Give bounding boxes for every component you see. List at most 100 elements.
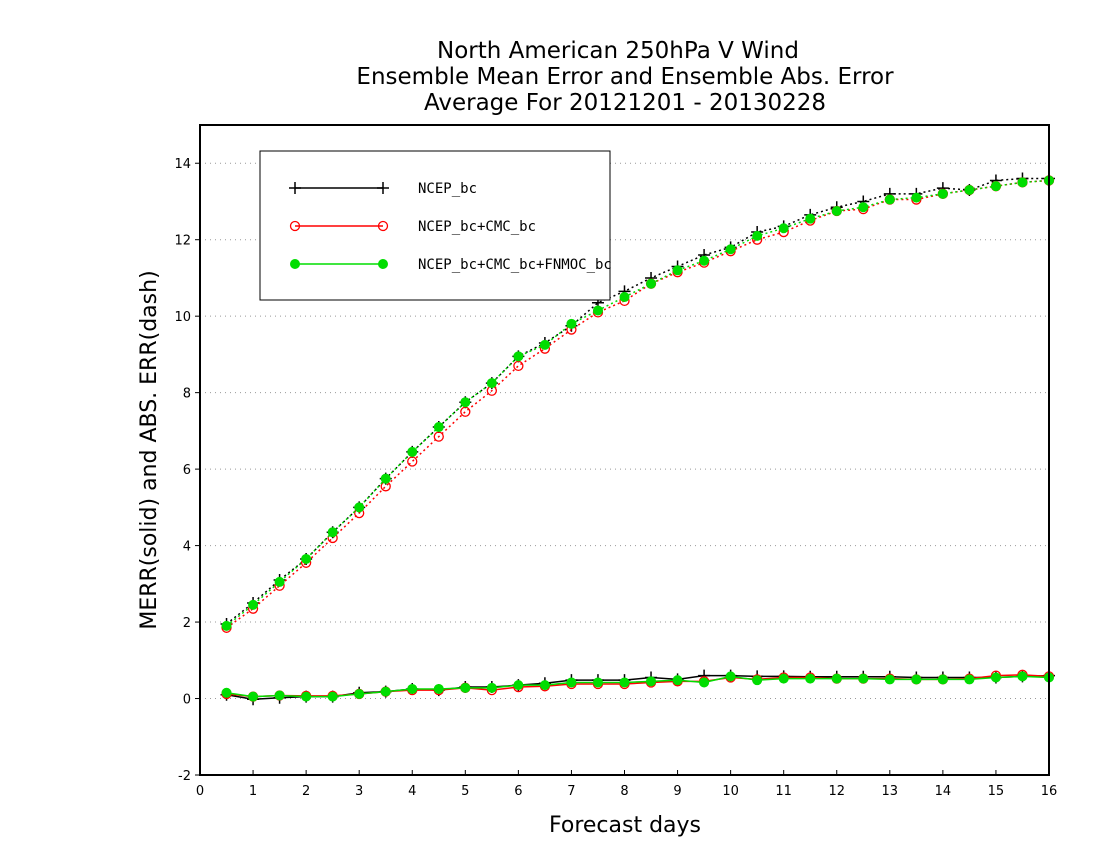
abs-err-point-marker [566,318,577,329]
mean-err-point-marker [274,690,285,701]
mean-err-point-marker [990,672,1001,683]
x-tick-label: 5 [461,784,469,799]
abs-err-point-marker [911,192,922,203]
mean-err-point-marker [646,676,657,687]
abs-err-point-marker [1017,177,1028,188]
mean-err-point-marker [778,673,789,684]
abs-err-point-marker [831,206,842,217]
mean-err-point-marker [327,691,338,702]
mean-err-point-marker [380,686,391,697]
mean-err-point-marker [486,682,497,693]
abs-err-point-marker [752,230,763,241]
y-tick-label: 0 [183,693,191,708]
x-tick-label: 14 [935,784,952,799]
abs-err-point-marker [937,188,948,199]
legend-item: NCEP_bc+CMC_bc [289,219,536,235]
abs-err-point-marker [327,527,338,538]
x-tick-label: 12 [828,784,845,799]
chart-title-line-2: Ensemble Mean Error and Ensemble Abs. Er… [356,64,894,90]
y-tick-label: -2 [178,769,191,784]
abs-err-point-marker [672,265,683,276]
y-tick-label: 10 [174,310,191,325]
abs-err-point-marker [725,244,736,255]
x-axis-label: Forecast days [549,813,701,838]
x-tick-label: 3 [355,784,363,799]
legend-label: NCEP_bc [418,181,477,197]
mean-err-point-marker [354,688,365,699]
x-tick-label: 16 [1041,784,1058,799]
legend-label: NCEP_bc+CMC_bc [418,219,536,235]
mean-err-point-marker [911,674,922,685]
abs-err-point-marker [407,446,418,457]
x-tick-label: 13 [882,784,899,799]
mean-err-point-marker [752,675,763,686]
legend-marker [289,220,301,232]
abs-err-point-marker [433,422,444,433]
abs-err-point-marker [486,378,497,389]
legend-marker [289,182,301,194]
x-tick-label: 6 [514,784,522,799]
mean-err-point-marker [725,671,736,682]
x-tick-label: 15 [988,784,1005,799]
mean-err-point-marker [407,683,418,694]
mean-err-point-marker [221,687,232,698]
abs-err-point-marker [221,620,232,631]
series-layer [220,172,1055,706]
abs-err-point-marker [380,473,391,484]
abs-err-point-marker [778,223,789,234]
legend-label: NCEP_bc+CMC_bc+FNMOC_bc [418,257,612,273]
abs-err-point-marker [646,278,657,289]
abs-err-point-marker [699,255,710,266]
abs-err-point-marker [805,213,816,224]
legend-item: NCEP_bc [289,181,477,197]
abs-err-point-marker [513,360,524,372]
series-2 [221,175,1054,702]
mean-err-point-marker [672,675,683,686]
mean-err-point-marker [539,680,550,691]
chart-title-line-1: North American 250hPa V Wind [437,38,799,64]
y-tick-label: 6 [183,463,191,478]
y-tick-label: 4 [183,540,191,555]
mean-err-point-marker [858,673,869,684]
x-tick-label: 4 [408,784,416,799]
abs-err-point-marker [274,576,285,587]
abs-err-point-marker [433,431,444,442]
legend-marker [377,220,389,232]
mean-err-point-marker [619,677,630,688]
legend: NCEP_bc NCEP_bc+CMC_bc NCEP_bc+CMC_bc+FNMO… [259,150,612,301]
mean-err-point-marker [513,680,524,691]
legend-items: NCEP_bc NCEP_bc+CMC_bc NCEP_bc+CMC_bc+FNMO… [289,181,612,273]
abs-err-point-marker [539,339,550,350]
mean-err-point-marker [884,674,895,685]
x-tick-label: 1 [249,784,257,799]
x-tick-label: 9 [673,784,681,799]
mean-err-point-marker [805,673,816,684]
y-axis-label: MERR(solid) and ABS. ERR(dash) [137,270,162,629]
x-tick-label: 11 [775,784,792,799]
x-tick-label: 2 [302,784,310,799]
abs-err-point-marker [619,292,630,303]
abs-err-point-marker [354,502,365,513]
abs-err-point-marker [407,456,418,467]
x-tick-label: 10 [722,784,739,799]
legend-marker [377,182,389,194]
abs-err-point-marker [513,351,524,362]
mean-err-point-marker [248,691,259,702]
legend-item: NCEP_bc+CMC_bc+FNMOC_bc [290,257,612,273]
mean-err-point-marker [831,673,842,684]
abs-err-point-marker [460,406,471,417]
x-tick-label: 8 [620,784,628,799]
y-tick-label: 2 [183,616,191,631]
x-tick-label: 0 [196,784,204,799]
abs-err-point-marker [884,194,895,205]
mean-err-point-marker [460,682,471,693]
legend-marker [290,259,300,269]
chart-title-line-3: Average For 20121201 - 20130228 [424,90,826,116]
x-tick-label: 7 [567,784,575,799]
abs-err-point-marker [592,305,603,316]
y-tick-label: 12 [174,234,191,249]
abs-err-point-marker [964,185,975,195]
mean-err-point-marker [566,677,577,688]
